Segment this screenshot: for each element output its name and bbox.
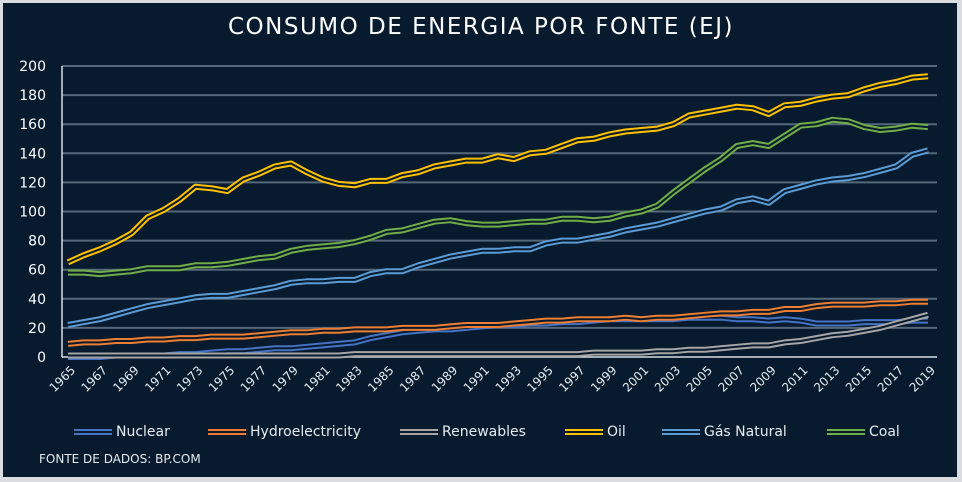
series-hydroelectricity: [67, 298, 928, 347]
x-tick-label: 1979: [270, 363, 301, 394]
series-oil: [66, 73, 929, 266]
y-tick-label: 20: [28, 321, 46, 337]
x-tick-label: 1967: [78, 363, 109, 394]
x-tick-label: 1975: [206, 363, 237, 394]
x-tick-label: 1965: [47, 363, 78, 394]
series-renewables: [68, 311, 929, 359]
series-g-s-natural: [67, 147, 929, 328]
x-tick-label: 1973: [174, 363, 205, 394]
data-source-note: FONTE DE DADOS: BP.COM: [39, 452, 201, 466]
series-line-core-hydroelectricity: [67, 300, 928, 345]
x-tick-label: 1971: [142, 363, 173, 394]
chart-title: CONSUMO DE ENERGIA POR FONTE (EJ): [228, 14, 734, 40]
legend-label: Renewables: [442, 424, 526, 440]
x-tick-label: 2001: [620, 363, 651, 394]
x-tick-label: 2011: [779, 363, 810, 394]
x-tick-label: 1981: [301, 363, 332, 394]
x-tick-label: 1969: [110, 363, 141, 394]
x-tick-label: 2005: [684, 363, 715, 394]
y-tick-label: 120: [19, 175, 46, 191]
y-axis-ticks: 0 20 40 60 80 100 120 140 160 180 200: [19, 59, 46, 366]
y-tick-label: 180: [19, 88, 46, 104]
legend-label: Nuclear: [116, 424, 170, 440]
legend-swatch: [400, 429, 438, 435]
series-lines: [66, 73, 929, 360]
y-tick-label: 60: [28, 263, 46, 279]
legend-swatch: [662, 429, 700, 435]
series-line-core-coal: [68, 118, 929, 276]
x-tick-label: 1989: [429, 363, 460, 394]
y-tick-label: 200: [19, 59, 46, 75]
legend-label: Hydroelectricity: [250, 424, 362, 440]
legend-label: Coal: [869, 424, 900, 440]
x-tick-label: 2007: [716, 363, 747, 394]
legend-swatch: [565, 429, 603, 435]
series-line-core-oil: [67, 75, 929, 264]
y-tick-label: 40: [28, 292, 46, 308]
x-tick-label: 2013: [811, 363, 842, 394]
x-tick-label: 1991: [461, 363, 492, 394]
legend-item-nuclear: Nuclear: [74, 424, 170, 440]
legend-swatch: [827, 429, 865, 435]
x-tick-label: 1997: [556, 363, 587, 394]
legend-item-oil: Oil: [565, 424, 626, 440]
legend-item-renewables: Renewables: [400, 424, 526, 440]
x-tick-label: 1993: [493, 363, 524, 394]
series-line-core-g-s-natural: [67, 149, 929, 326]
gridlines: [62, 65, 937, 329]
legend-swatch: [74, 429, 112, 435]
legend-item-coal: Coal: [827, 424, 900, 440]
x-tick-label: 2017: [875, 363, 906, 394]
x-tick-label: 1999: [588, 363, 619, 394]
x-tick-label: 2019: [907, 363, 938, 394]
x-tick-label: 2009: [747, 363, 778, 394]
legend-swatch: [208, 429, 246, 435]
x-axis-ticks: 1965 1967 1969 1971 1973 1975 1977 1979 1981 1983…: [47, 363, 938, 394]
x-tick-label: 2003: [652, 363, 683, 394]
y-tick-label: 80: [28, 234, 46, 250]
legend-label: Oil: [607, 424, 626, 440]
y-tick-label: 160: [19, 117, 46, 133]
y-tick-label: 100: [19, 205, 46, 221]
legend-label: Gás Natural: [704, 424, 787, 440]
x-tick-label: 1977: [238, 363, 269, 394]
x-tick-label: 1987: [397, 363, 428, 394]
x-tick-label: 1985: [365, 363, 396, 394]
x-tick-label: 1995: [524, 363, 555, 394]
series-line-core-renewables: [68, 313, 929, 357]
y-tick-label: 140: [19, 146, 46, 162]
legend: Nuclear Hydroelectricity Renewables Oil Gás …: [0, 424, 962, 444]
legend-item-g-s-natural: Gás Natural: [662, 424, 787, 440]
series-coal: [68, 116, 929, 278]
x-tick-label: 1983: [333, 363, 364, 394]
y-tick-label: 0: [37, 350, 46, 366]
legend-item-hydroelectricity: Hydroelectricity: [208, 424, 361, 440]
x-tick-label: 2015: [843, 363, 874, 394]
